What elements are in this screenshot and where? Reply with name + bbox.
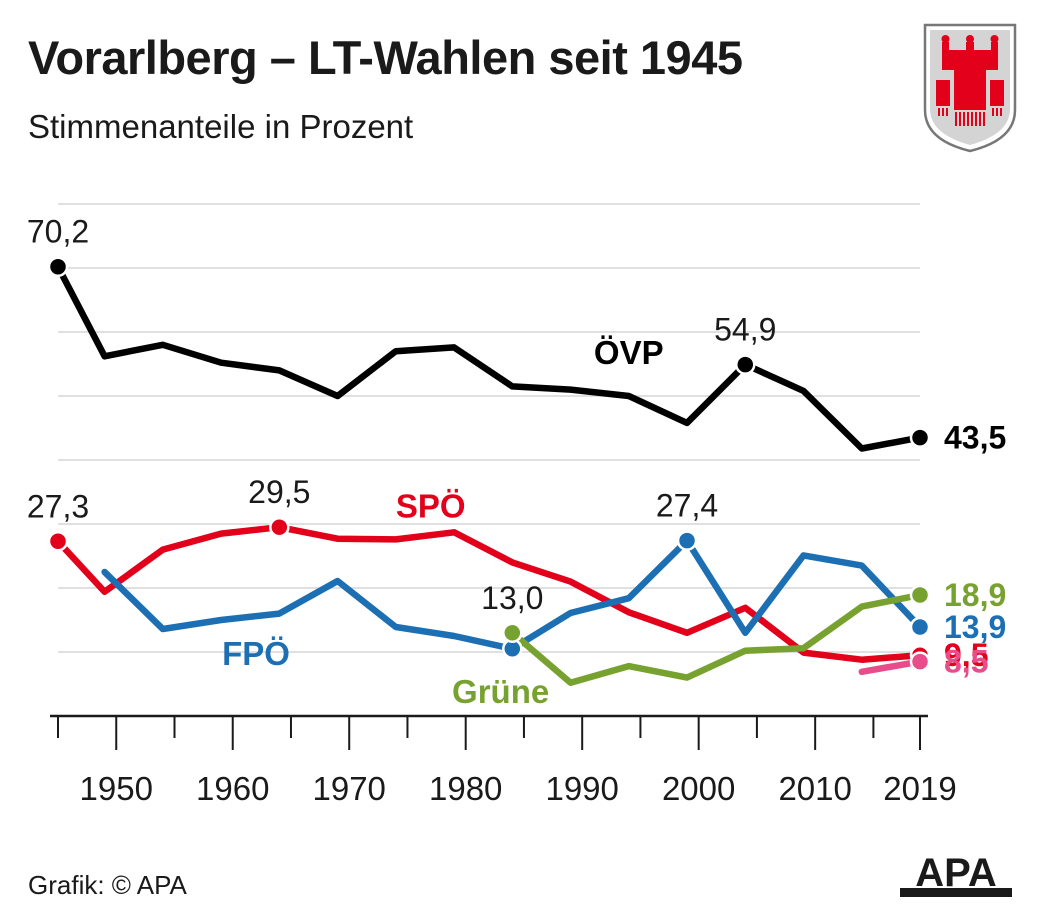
chart-subtitle: Stimmenanteile in Prozent — [28, 108, 414, 145]
data-label: 54,9 — [714, 312, 776, 348]
series-name-label: ÖVP — [594, 334, 664, 371]
x-tick-label: 2000 — [662, 770, 735, 807]
data-label: 9,5 — [944, 637, 988, 673]
series-name-label: FPÖ — [222, 635, 290, 672]
data-point-marker — [502, 622, 523, 644]
data-label: 8,5 — [944, 644, 988, 680]
x-tick-label: 2019 — [883, 770, 956, 807]
series-line-övp — [54, 263, 924, 452]
series-name-label: SPÖ — [396, 488, 466, 525]
data-point-marker — [47, 531, 69, 552]
chart-title: Vorarlberg – LT-Wahlen seit 1945 — [28, 31, 743, 84]
series-name-label: Grüne — [452, 673, 549, 710]
vorarlberg-crest-icon — [923, 23, 1017, 153]
data-point-marker — [909, 427, 931, 448]
data-label: 70,2 — [27, 214, 89, 250]
data-point-marker — [909, 584, 931, 606]
x-tick-label: 1990 — [545, 770, 618, 807]
apa-logo-text: APA — [915, 852, 996, 895]
data-label: 43,5 — [944, 420, 1006, 456]
data-point-marker — [47, 256, 69, 277]
data-point-marker — [909, 616, 931, 638]
x-tick-label: 1980 — [429, 770, 502, 807]
data-point-marker — [909, 651, 931, 672]
data-point-marker — [735, 354, 756, 375]
data-point-marker — [269, 516, 290, 538]
data-label: 27,3 — [27, 488, 89, 524]
apa-logo: APA — [900, 852, 1012, 897]
x-tick-label: 2010 — [778, 770, 851, 807]
x-tick-label: 1950 — [80, 770, 153, 807]
series-line-spö — [54, 523, 924, 663]
x-tick-label: 1970 — [313, 770, 386, 807]
series-line-grüne — [509, 591, 924, 686]
data-label: 18,9 — [944, 577, 1006, 613]
data-label: 29,5 — [248, 474, 310, 510]
x-tick-label: 1960 — [196, 770, 269, 807]
source-credit: Grafik: © APA — [28, 870, 187, 900]
data-label: 13,9 — [944, 609, 1006, 645]
data-point-marker — [676, 530, 698, 551]
data-label: 13,0 — [481, 580, 543, 616]
data-label: 27,4 — [656, 488, 718, 524]
